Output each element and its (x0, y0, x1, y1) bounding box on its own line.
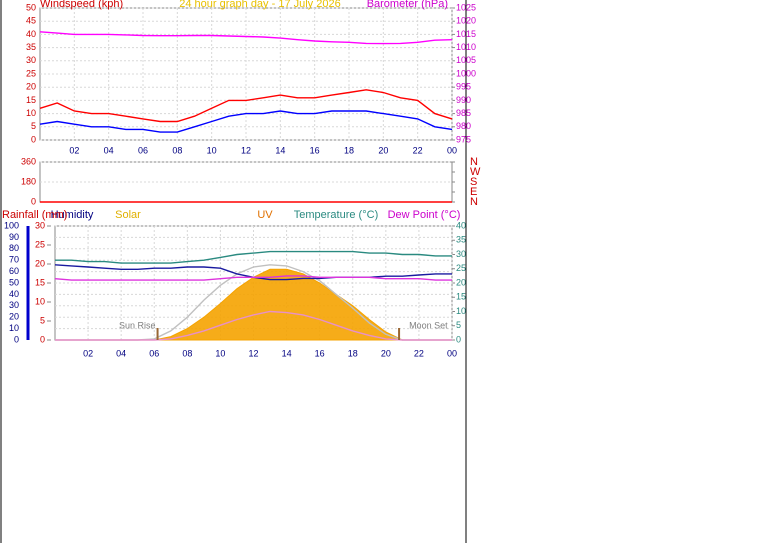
y-tick-label: 0 (14, 334, 19, 344)
y-tick-label: 100 (4, 220, 19, 230)
x-tick-label: 10 (207, 145, 217, 155)
y-tick-label: 5 (31, 121, 36, 131)
x-tick-label: 20 (378, 145, 388, 155)
y2-tick-label: E (470, 186, 477, 198)
y-tick-label: 40 (26, 29, 36, 39)
legend-label: Solar (115, 209, 141, 221)
y2-tick-label: S (470, 176, 477, 188)
y-tick-label: 20 (26, 82, 36, 92)
y2-tick-label: 0 (456, 334, 461, 344)
x-tick-label: 16 (310, 145, 320, 155)
x-tick-label: 16 (315, 348, 325, 358)
y-tick-label: 15 (26, 95, 36, 105)
x-tick-label: 18 (344, 145, 354, 155)
y-tick-label: 40 (9, 289, 19, 299)
y-tick-label: 0 (31, 134, 36, 144)
y-tick-label: 50 (26, 2, 36, 12)
y2-tick-label: 990 (456, 95, 471, 105)
chart-title: 24 hour graph day - 17 July 2026 (179, 0, 340, 10)
y2-tick-label: 15 (456, 292, 466, 302)
y3-tick-label: 25 (35, 239, 45, 249)
x-tick-label: 12 (241, 145, 251, 155)
legend-label: Humidity (51, 209, 94, 221)
y2-tick-label: 1025 (456, 2, 476, 12)
y3-tick-label: 30 (35, 220, 45, 230)
y-tick-label: 30 (9, 300, 19, 310)
x-tick-label: 08 (172, 145, 182, 155)
x-tick-label: 06 (149, 348, 159, 358)
y3-tick-label: 15 (35, 277, 45, 287)
legend-label: Temperature (°C) (294, 209, 378, 221)
y2-tick-label: 40 (456, 220, 466, 230)
x-tick-label: 20 (381, 348, 391, 358)
y2-tick-label: N (470, 156, 478, 168)
legend-label: Dew Point (°C) (388, 209, 461, 221)
legend-label: UV (257, 209, 273, 221)
y-tick-label: 50 (9, 277, 19, 287)
y-tick-label: 10 (9, 323, 19, 333)
x-tick-label: 04 (116, 348, 126, 358)
x-tick-label: 18 (348, 348, 358, 358)
x-tick-label: 00 (447, 348, 457, 358)
y3-tick-label: 0 (40, 334, 45, 344)
x-tick-label: 02 (69, 145, 79, 155)
y2-tick-label: 10 (456, 306, 466, 316)
x-tick-label: 00 (447, 145, 457, 155)
y2-tick-label: W (470, 166, 481, 178)
series-line (54, 275, 452, 281)
x-tick-label: 10 (215, 348, 225, 358)
y3-tick-label: 10 (35, 296, 45, 306)
y3-tick-label: 20 (35, 258, 45, 268)
y2-tick-label: 995 (456, 82, 471, 92)
series-line (55, 310, 452, 341)
y2-tick-label: 975 (456, 134, 471, 144)
y-axis-label: Windspeed (kph) (40, 0, 123, 10)
y2-tick-label: 5 (456, 320, 461, 330)
x-tick-label: 06 (138, 145, 148, 155)
y2-tick-label: 20 (456, 277, 466, 287)
series-line (55, 250, 452, 264)
x-tick-label: 12 (248, 348, 258, 358)
y3-axis-label: Rainfall (mm) (2, 209, 67, 221)
y2-tick-label: 980 (456, 121, 471, 131)
y-tick-label: 45 (26, 16, 36, 26)
y-tick-label: 80 (9, 243, 19, 253)
y-tick-label: 10 (26, 108, 36, 118)
y2-tick-label: N (470, 196, 478, 208)
x-tick-label: 14 (282, 348, 292, 358)
y2-tick-label: 25 (456, 263, 466, 273)
y-tick-label: 30 (26, 55, 36, 65)
x-tick-label: 08 (182, 348, 192, 358)
annotation-label: Moon Set (409, 320, 448, 330)
y2-tick-label: 35 (456, 235, 466, 245)
y3-tick-label: 5 (40, 315, 45, 325)
x-tick-label: 22 (413, 145, 423, 155)
y2-tick-label: 1000 (456, 68, 476, 78)
x-tick-label: 14 (275, 145, 285, 155)
y-tick-label: 180 (21, 176, 36, 186)
y-tick-label: 0 (31, 196, 36, 206)
y2-tick-label: 1005 (456, 55, 476, 65)
y-tick-label: 60 (9, 266, 19, 276)
y-tick-label: 20 (9, 312, 19, 322)
x-tick-label: 22 (414, 348, 424, 358)
y-tick-label: 360 (21, 156, 36, 166)
y-tick-label: 70 (9, 255, 19, 265)
y-tick-label: 25 (26, 68, 36, 78)
y2-axis-label: Barometer (hPa) (367, 0, 448, 10)
annotation-label: Sun Rise (119, 320, 156, 330)
y2-tick-label: 30 (456, 249, 466, 259)
series-line (39, 110, 453, 133)
y2-tick-label: 1020 (456, 16, 476, 26)
y2-tick-label: 985 (456, 108, 471, 118)
x-tick-label: 04 (104, 145, 114, 155)
y2-tick-label: 1015 (456, 29, 476, 39)
y-tick-label: 90 (9, 232, 19, 242)
y2-tick-label: 1010 (456, 42, 476, 52)
y-tick-label: 35 (26, 42, 36, 52)
x-tick-label: 02 (83, 348, 93, 358)
series-line (39, 31, 453, 45)
series-line (39, 89, 453, 123)
